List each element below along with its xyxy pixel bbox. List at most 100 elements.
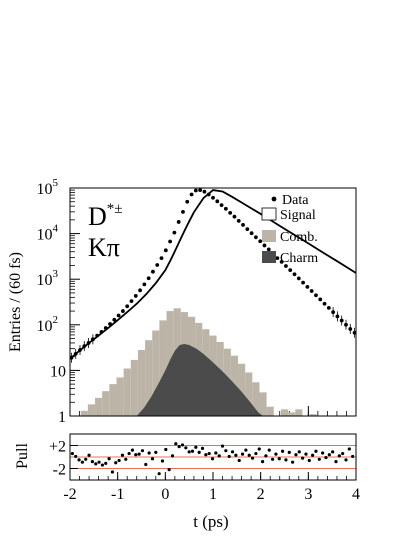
pull-point	[324, 455, 328, 460]
data-point	[163, 248, 168, 253]
data-point	[292, 272, 297, 277]
data-point	[198, 188, 203, 192]
data-point	[146, 276, 151, 281]
comb-bar	[95, 397, 103, 416]
data-point	[138, 288, 142, 293]
pull-ticks: -2 -1 0 1 2 3 4 +2 -2	[49, 439, 360, 504]
x-tick-label: 4	[352, 486, 360, 503]
pull-point	[84, 457, 88, 461]
data-point	[202, 189, 207, 194]
pull-plot-panel: -2 -1 0 1 2 3 4 +2 -2 Pull t (ps)	[14, 433, 360, 531]
pull-point	[217, 454, 221, 458]
data-point	[142, 282, 147, 287]
pull-point	[304, 452, 308, 456]
data-point	[168, 239, 173, 244]
x-tick-label: -1	[111, 486, 124, 503]
pull-point	[130, 448, 135, 452]
pull-point	[180, 443, 185, 447]
pull-point	[174, 442, 178, 446]
pull-point	[200, 446, 205, 450]
pull-point	[257, 447, 261, 451]
pull-point	[127, 451, 131, 456]
data-point	[228, 210, 233, 215]
comb-bar	[80, 410, 88, 416]
data-point	[181, 209, 185, 214]
pull-point	[210, 457, 215, 461]
comb-bar	[109, 384, 117, 416]
legend: Data Signal Comb. Charm	[261, 193, 318, 266]
pull-point	[187, 450, 191, 454]
pull-point	[104, 461, 108, 465]
data-point	[266, 247, 271, 252]
data-point	[133, 294, 138, 298]
comb-bar	[159, 320, 167, 416]
pull-point	[331, 450, 335, 454]
data-point	[116, 313, 121, 318]
legend-charm-label: Charm	[280, 251, 318, 266]
x-tick-label: 2	[257, 486, 265, 503]
main-plot-panel: 1 10 102 103 104 105 Entries / (60 fs) D*± Kπ…	[7, 177, 357, 426]
pull-point	[77, 458, 81, 462]
data-point	[318, 297, 323, 302]
pull-point	[274, 452, 278, 456]
pull-y-tick-label: +2	[49, 439, 66, 456]
pull-point	[140, 449, 145, 453]
pull-point	[107, 457, 111, 461]
data-point	[176, 220, 181, 224]
pull-point	[114, 461, 118, 465]
annotation-line1: D*±	[88, 201, 123, 231]
pull-point	[270, 457, 275, 461]
data-point	[232, 214, 237, 219]
data-point	[108, 322, 112, 326]
annotation-line1-sup: *±	[107, 201, 123, 217]
data-point	[305, 284, 310, 289]
data-point	[193, 188, 198, 193]
pull-point	[230, 450, 235, 454]
comb-bar	[245, 372, 253, 416]
pull-point	[207, 451, 211, 456]
main-y-tick-label: 102	[37, 314, 59, 335]
pull-point	[194, 445, 198, 449]
pull-point	[314, 449, 318, 453]
x-tick-label: -2	[63, 486, 76, 503]
main-y-tick-label: 10	[50, 363, 66, 380]
pull-point	[167, 468, 171, 472]
comb-bar	[87, 404, 96, 416]
data-point	[185, 199, 190, 204]
comb-bar	[152, 330, 160, 416]
pull-point	[301, 456, 305, 460]
pull-point	[100, 463, 105, 467]
pull-point	[254, 451, 258, 456]
pull-point	[124, 457, 128, 461]
pull-point	[277, 457, 281, 461]
pull-point	[214, 451, 218, 455]
data-point	[219, 203, 224, 208]
pull-point	[197, 450, 201, 454]
pull-reference-lines	[70, 445, 356, 469]
data-point	[172, 230, 177, 235]
pull-point	[94, 462, 98, 466]
pull-point	[347, 447, 351, 451]
data-point	[279, 259, 284, 264]
pull-point	[244, 448, 248, 452]
x-tick-label: 1	[209, 486, 217, 503]
pull-point	[157, 472, 161, 476]
main-y-tick-label: 103	[37, 268, 59, 289]
charm-area	[136, 343, 264, 416]
pull-point	[334, 460, 338, 464]
pull-point	[317, 457, 321, 461]
data-point	[189, 192, 194, 197]
data-point	[151, 269, 155, 274]
pull-point	[291, 460, 295, 464]
pull-point	[267, 448, 271, 452]
pull-point	[144, 462, 148, 467]
comb-bar	[252, 382, 260, 416]
pull-point	[280, 449, 285, 453]
legend-data-marker	[271, 196, 277, 202]
main-y-tick-exponent: 4	[53, 223, 59, 235]
pull-point	[224, 449, 228, 453]
main-y-tick-exponent: 5	[53, 177, 59, 189]
data-point	[284, 264, 288, 268]
pull-point	[87, 453, 91, 457]
pull-point	[147, 451, 151, 455]
